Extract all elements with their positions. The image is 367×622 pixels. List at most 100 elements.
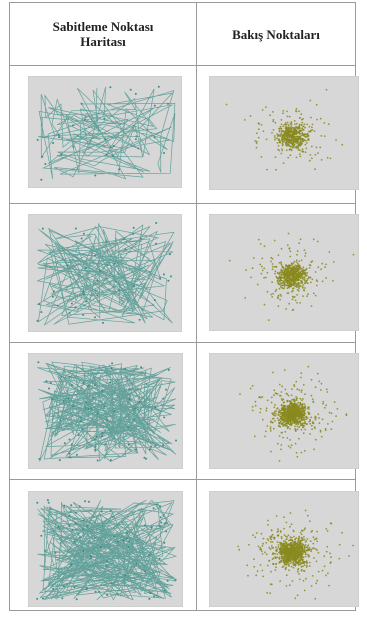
gaze-point <box>279 277 282 280</box>
gaze-point <box>278 149 281 152</box>
gaze-point <box>301 272 304 275</box>
gaze-point <box>306 295 308 297</box>
fixation-point <box>163 273 165 276</box>
gaze-point <box>315 146 318 149</box>
gaze-point <box>269 428 272 430</box>
gaze-point <box>299 302 301 304</box>
gaze-point <box>275 566 277 569</box>
gaze-point <box>308 408 310 410</box>
gaze-point <box>269 548 272 551</box>
gaze-point <box>265 106 267 108</box>
gaze-point <box>272 563 275 566</box>
gaze-point <box>285 273 287 276</box>
fixation-point <box>145 457 148 460</box>
gaze-point <box>292 405 295 408</box>
gaze-point <box>299 149 301 152</box>
gaze-point <box>271 558 274 561</box>
gaze-point <box>295 109 297 112</box>
gaze-point <box>300 123 303 126</box>
gaze-point <box>308 547 311 549</box>
gaze-point <box>290 422 292 425</box>
gaze-point <box>280 398 283 400</box>
gaze-point <box>299 397 302 400</box>
gaze-point <box>300 539 303 541</box>
fixation-point <box>134 138 137 141</box>
gaze-point <box>285 420 287 423</box>
fixation-point <box>40 178 43 181</box>
fixation-point <box>132 226 135 229</box>
gaze-point <box>294 275 296 278</box>
gaze-point <box>291 126 294 129</box>
gaze-point <box>286 144 288 147</box>
gaze-point <box>274 414 277 417</box>
fixation-point <box>77 434 80 437</box>
fixation-point <box>87 408 90 410</box>
gaze-point <box>282 404 285 407</box>
gaze-point <box>306 271 309 274</box>
gaze-point <box>300 419 303 421</box>
fixation-point <box>47 501 50 504</box>
gaze-point <box>276 407 279 409</box>
gaze-point <box>290 142 293 144</box>
gaze-point <box>247 574 249 577</box>
gaze-point <box>273 406 276 409</box>
gaze-point <box>279 298 281 301</box>
gaze-point <box>313 557 315 559</box>
gaze-point <box>298 417 300 420</box>
gaze-point <box>314 271 317 273</box>
fixation-point <box>97 412 99 415</box>
gaze-point <box>276 142 279 144</box>
gaze-point <box>281 415 283 417</box>
gaze-point <box>260 123 263 126</box>
gaze-point <box>284 424 287 427</box>
gaze-point <box>288 569 290 572</box>
gaze-point <box>287 143 290 146</box>
fixation-point <box>62 585 65 588</box>
gaze-point <box>286 130 289 133</box>
fixation-point <box>54 551 57 554</box>
gaze-point <box>290 394 293 397</box>
gaze-point <box>298 405 301 407</box>
fixation-point <box>110 367 113 370</box>
gaze-point <box>299 268 301 271</box>
fixation-point <box>57 133 60 136</box>
gaze-point <box>300 533 303 536</box>
fixation-point <box>75 598 78 601</box>
gaze-point <box>296 403 299 406</box>
gaze-point <box>297 546 300 549</box>
gaze-point <box>302 426 304 429</box>
gaze-point <box>310 378 313 381</box>
fixation-point <box>112 144 115 147</box>
gaze-point <box>316 579 319 582</box>
fixation-map-image-3 <box>28 353 183 469</box>
gaze-point <box>281 408 284 411</box>
gaze-point <box>277 254 280 256</box>
gaze-point <box>305 560 308 563</box>
gaze-point <box>290 444 293 447</box>
gaze-point <box>277 281 279 284</box>
gaze-point <box>303 536 305 538</box>
gaze-point <box>266 271 269 274</box>
fixation-point <box>96 459 99 462</box>
gaze-point <box>280 273 283 276</box>
fixation-point <box>63 442 66 445</box>
gaze-point <box>259 411 262 414</box>
gaze-point <box>301 268 304 270</box>
gaze-point <box>293 556 296 559</box>
gaze-point <box>292 278 295 281</box>
gaze-point <box>309 99 312 102</box>
gaze-point <box>302 118 304 120</box>
fixation-point <box>92 396 95 399</box>
gaze-point <box>307 293 309 296</box>
header-fixation-map: Sabitleme Noktası Haritası <box>10 3 196 65</box>
gaze-point <box>280 546 283 549</box>
gaze-point <box>296 428 299 431</box>
fixation-point <box>80 102 83 105</box>
gaze-point <box>300 552 302 555</box>
fixation-point <box>51 295 54 298</box>
gaze-point <box>301 556 304 558</box>
gaze-point <box>289 512 292 514</box>
gaze-point <box>299 140 302 143</box>
gaze-point <box>288 267 291 270</box>
fixation-point <box>148 597 151 600</box>
